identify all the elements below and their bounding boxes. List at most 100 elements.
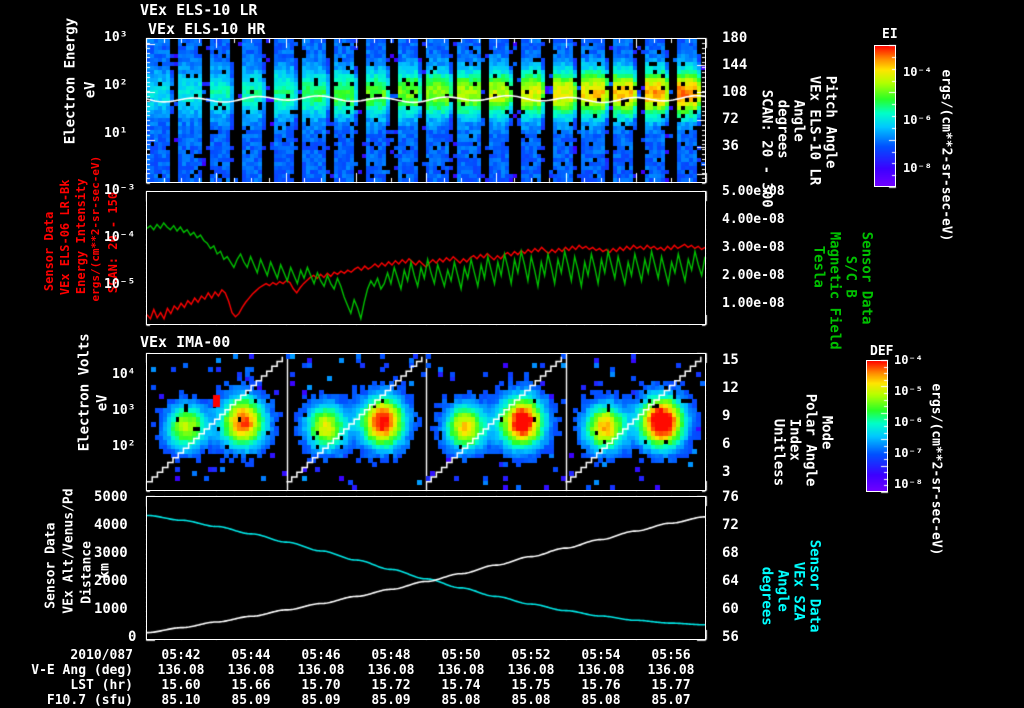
panel3-colorbar-tick-4: 10⁻⁸ <box>894 477 923 491</box>
panel1-right-tick-1: 144 <box>722 57 748 73</box>
panel4-right-axis-label-1: VEx SZA <box>790 528 821 621</box>
footer-cell-f107-2: 85.09 <box>301 693 341 708</box>
footer-cell-ve_ang-2: 136.08 <box>297 663 345 678</box>
panel4-right-tick-0: 76 <box>722 489 739 505</box>
panel3-right-axis-label-3-text: Unitless <box>770 418 787 487</box>
panel4-right-tick-4: 60 <box>722 601 739 617</box>
panel1-title-line2: VEx ELS-10 HR <box>148 20 266 38</box>
panel4-left-tick-3: 2000 <box>94 573 128 589</box>
panel4-right-tick-3: 64 <box>722 573 739 589</box>
panel1-left-tick-0: 10³ <box>104 30 128 45</box>
panel3-left-tick-2: 10² <box>112 439 136 454</box>
footer-cell-ve_ang-5: 136.08 <box>507 663 555 678</box>
panel2-right-tick-0: 5.00e-08 <box>722 184 785 199</box>
panel1-right-axis-label-4: SCAN: 20 - 300 <box>758 56 789 208</box>
footer-row-label-0: 2010/087 <box>70 648 133 663</box>
panel1-right-tick-2: 108 <box>722 84 748 100</box>
panel4-right-axis-label-0-text: Sensor Data <box>806 539 823 633</box>
panel1-colorbar-name: EI <box>882 27 898 42</box>
footer-cell-time-7: 05:56 <box>651 648 691 663</box>
footer-cell-ve_ang-0: 136.08 <box>157 663 205 678</box>
panel2-right-axis-label-3: Tesla <box>810 212 841 302</box>
panel2-left-tick-0: 10⁻³ <box>104 183 136 198</box>
panel1-colorbar-unit: ergs/(cm**2-sr-sec-eV) <box>938 38 967 241</box>
footer-row-label-2: LST (hr) <box>70 678 133 693</box>
panel1-right-tick-3: 72 <box>722 111 739 127</box>
panel4-plot-area[interactable] <box>146 496 706 640</box>
panel2-right-axis-label-3-text: Tesla <box>810 245 827 288</box>
panel4-left-tick-5: 0 <box>128 629 137 645</box>
panel1-left-tick-1: 10² <box>104 78 128 93</box>
panel1-colorbar-tick-1: 10⁻⁶ <box>903 113 932 127</box>
panel2-left-tick-2: 10⁻⁵ <box>104 277 136 292</box>
footer-cell-ve_ang-3: 136.08 <box>367 663 415 678</box>
panel4-left-tick-4: 1000 <box>94 601 128 617</box>
panel3-colorbar-tick-2: 10⁻⁶ <box>894 415 923 429</box>
footer-cell-time-6: 05:54 <box>581 648 621 663</box>
panel4-right-axis-label-3-text: degrees <box>758 566 775 626</box>
footer-cell-f107-6: 85.08 <box>581 693 621 708</box>
panel4-right-axis-label-2: Angle <box>774 536 805 612</box>
panel3-right-tick-3: 6 <box>722 436 731 452</box>
footer-cell-lst-0: 15.60 <box>161 678 201 693</box>
footer-cell-lst-6: 15.76 <box>581 678 621 693</box>
panel2-right-tick-3: 2.00e-08 <box>722 268 785 283</box>
footer-cell-time-0: 05:42 <box>161 648 201 663</box>
panel4-right-axis-label-3: degrees <box>758 533 789 626</box>
panel2-left-tick-1: 10⁻⁴ <box>104 230 136 245</box>
footer-cell-ve_ang-1: 136.08 <box>227 663 275 678</box>
panel1-colorbar-tick-2: 10⁻⁸ <box>903 161 932 175</box>
panel4-right-tick-5: 56 <box>722 629 739 645</box>
panel4-right-axis-label-2-text: Angle <box>774 569 791 612</box>
footer-cell-lst-2: 15.70 <box>301 678 341 693</box>
footer-cell-time-3: 05:48 <box>371 648 411 663</box>
footer-row-label-1: V-E Ang (deg) <box>31 663 133 678</box>
panel3-left-axis-unit-text: eV <box>94 394 111 412</box>
panel3-colorbar-tick-1: 10⁻⁵ <box>894 384 923 398</box>
panel1-plot-area[interactable] <box>146 38 706 183</box>
panel3-colorbar-name: DEF <box>870 344 894 359</box>
panel3-colorbar-unit: ergs/(cm**2-sr-sec-eV) <box>928 352 957 555</box>
footer-cell-lst-3: 15.72 <box>371 678 411 693</box>
panel4-left-tick-2: 3000 <box>94 545 128 561</box>
panel3-plot-area[interactable] <box>146 353 706 491</box>
panel4-right-tick-1: 72 <box>722 517 739 533</box>
footer-cell-time-2: 05:46 <box>301 648 341 663</box>
panel3-title: VEx IMA-00 <box>140 333 231 351</box>
panel4-left-tick-1: 4000 <box>94 517 128 533</box>
panel2-plot-area[interactable] <box>146 191 706 325</box>
footer-cell-time-4: 05:50 <box>441 648 481 663</box>
footer-cell-f107-1: 85.09 <box>231 693 271 708</box>
panel3-right-tick-2: 9 <box>722 408 731 424</box>
panel2-right-tick-2: 3.00e-08 <box>722 240 785 255</box>
footer-cell-f107-4: 85.08 <box>441 693 481 708</box>
panel2-left-axis-label-4: SCAN: 20 - 150 <box>94 192 120 322</box>
panel4-left-tick-0: 5000 <box>94 489 128 505</box>
footer-cell-lst-5: 15.75 <box>511 678 551 693</box>
panel3-colorbar <box>866 360 888 492</box>
panel1-colorbar-unit-text: ergs/(cm**2-sr-sec-eV) <box>938 69 954 242</box>
footer-cell-time-5: 05:52 <box>511 648 551 663</box>
footer-cell-lst-4: 15.74 <box>441 678 481 693</box>
footer-cell-ve_ang-6: 136.08 <box>577 663 625 678</box>
panel2-right-tick-1: 4.00e-08 <box>722 212 785 227</box>
panel3-right-axis-label-3: Unitless <box>770 385 801 486</box>
panel3-right-tick-0: 15 <box>722 352 739 368</box>
panel3-left-tick-1: 10³ <box>112 403 136 418</box>
footer-cell-f107-3: 85.09 <box>371 693 411 708</box>
panel1-title-line1: VEx ELS-10 LR <box>140 1 258 19</box>
panel1-right-tick-0: 180 <box>722 30 748 46</box>
panel1-left-tick-2: 10¹ <box>104 126 128 141</box>
footer-cell-f107-0: 85.10 <box>161 693 201 708</box>
footer-cell-f107-7: 85.07 <box>651 693 691 708</box>
panel1-right-tick-4: 36 <box>722 138 739 154</box>
panel4-right-axis-label-1-text: VEx SZA <box>790 561 807 621</box>
footer-cell-ve_ang-4: 136.08 <box>437 663 485 678</box>
panel1-left-axis-unit-text: eV <box>82 81 99 99</box>
panel3-colorbar-tick-0: 10⁻⁴ <box>894 353 923 367</box>
footer-cell-f107-5: 85.08 <box>511 693 551 708</box>
panel3-right-tick-1: 12 <box>722 380 739 396</box>
footer-cell-lst-1: 15.66 <box>231 678 271 693</box>
panel3-left-axis-unit: eV <box>80 394 111 445</box>
footer-row-label-3: F10.7 (sfu) <box>46 693 133 708</box>
